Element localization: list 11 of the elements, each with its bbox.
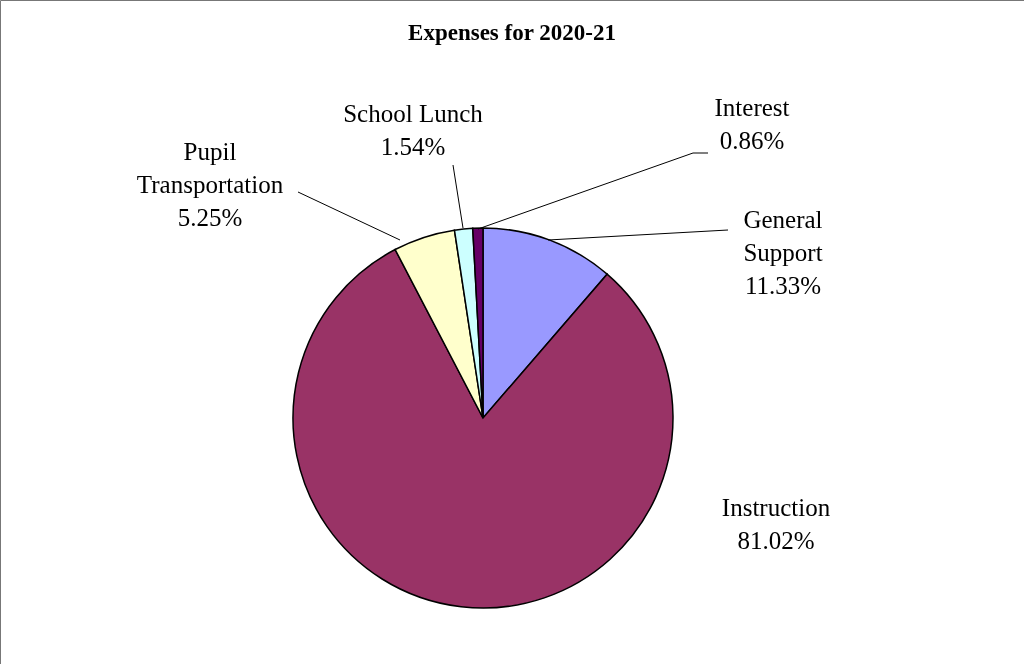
data-label: 0.86% [719, 127, 785, 154]
data-label: 5.25% [177, 204, 243, 231]
slice-label: Pupil Transportation [136, 138, 284, 198]
chart-title: Expenses for 2020-21 [408, 20, 616, 45]
data-label: 1.54% [380, 133, 446, 160]
data-label: 11.33% [744, 272, 822, 299]
slice-label: School Lunch [343, 100, 484, 127]
data-label: 81.02% [737, 527, 815, 554]
slice-label: Instruction [721, 494, 831, 521]
slice-label: Interest [714, 94, 790, 121]
slice-label: General Support [743, 206, 823, 266]
